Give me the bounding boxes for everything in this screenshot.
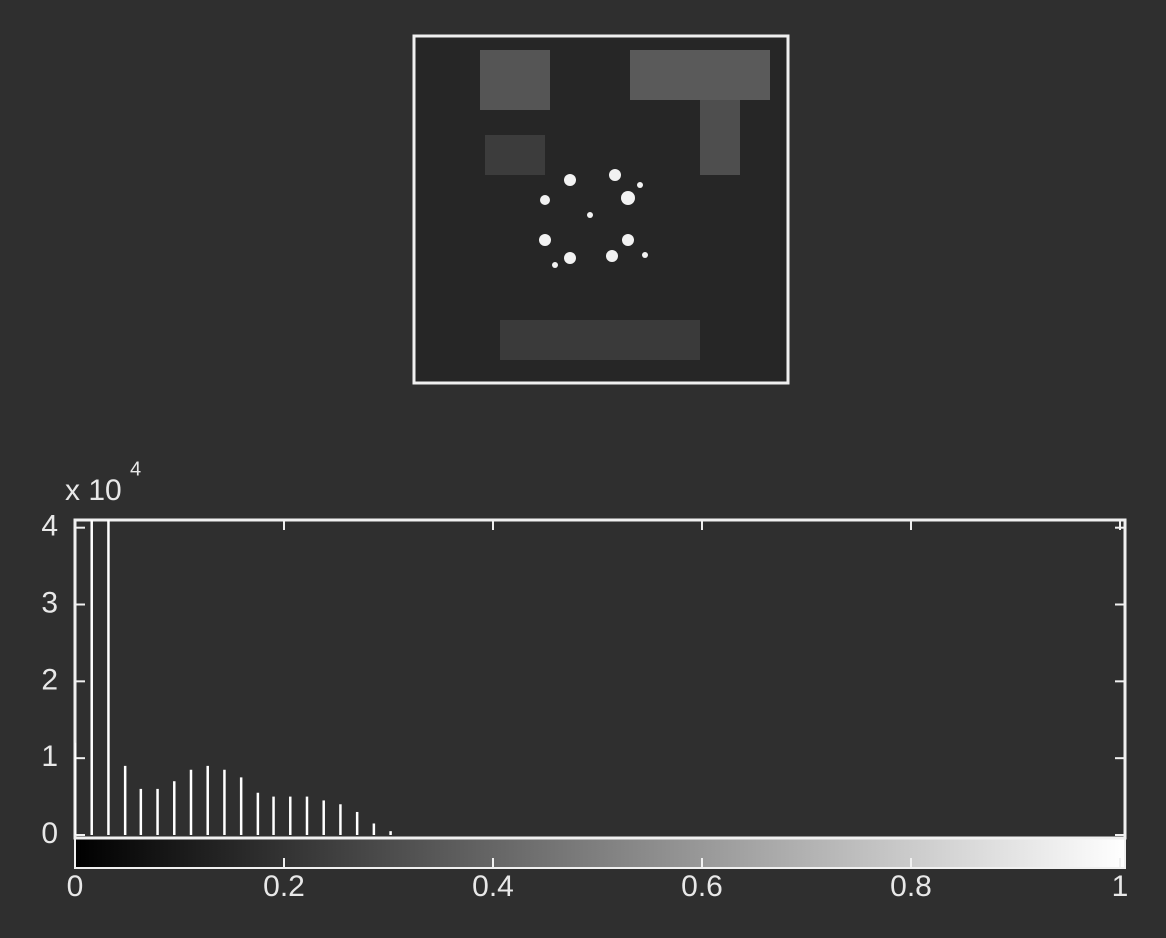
y-multiplier-exponent: 4	[130, 458, 141, 480]
image-region	[700, 100, 740, 175]
x-tick-label: 0.2	[263, 870, 305, 903]
y-tick-label: 4	[41, 510, 58, 543]
x-tick-label: 0.8	[890, 870, 932, 903]
image-region	[500, 320, 700, 360]
y-multiplier: x 10	[65, 474, 122, 507]
page: {"chart_data": {"type": "stem", "y_multi…	[0, 0, 1166, 938]
colorbar	[75, 838, 1125, 868]
figure: x 10 4 0 0.2 0.4 0.6 0.8 1 0 1 2 3 4	[0, 0, 1166, 938]
x-tick-label: 1	[1112, 870, 1129, 903]
x-tick-label: 0.6	[681, 870, 723, 903]
y-tick-label: 0	[41, 817, 58, 850]
image-region	[485, 135, 545, 175]
y-tick-label: 3	[41, 586, 58, 619]
image-panel	[414, 36, 788, 383]
x-tick-label: 0	[67, 870, 84, 903]
y-tick-label: 1	[41, 740, 58, 773]
image-region	[630, 50, 770, 100]
y-tick-label: 2	[41, 663, 58, 696]
image-region	[480, 50, 550, 110]
x-tick-label: 0.4	[472, 870, 514, 903]
